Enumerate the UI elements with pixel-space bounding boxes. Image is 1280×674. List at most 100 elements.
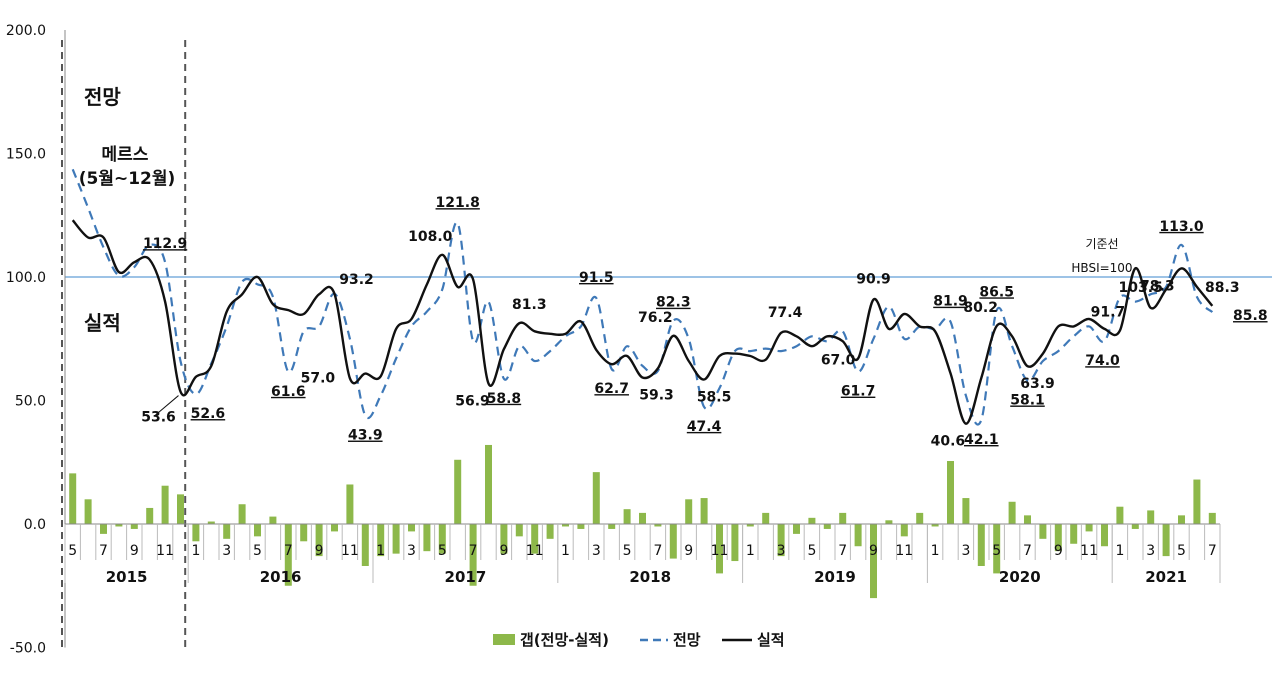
actual-data-label: 67.0	[821, 353, 856, 369]
year-label: 2017	[445, 568, 487, 586]
actual-data-label: 78.3	[1140, 278, 1175, 294]
gap-bar	[870, 524, 877, 599]
gap-bar	[161, 485, 169, 524]
legend-label-forecast: 전망	[673, 631, 701, 649]
gap-bar	[716, 524, 723, 574]
month-tick-label: 5	[68, 543, 77, 559]
legend-swatch-gap	[493, 634, 515, 645]
month-tick-label: 1	[191, 543, 200, 559]
month-tick-label: 1	[1115, 543, 1124, 559]
forecast-data-label: 91.5	[579, 270, 614, 286]
gap-bar	[654, 524, 662, 527]
month-tick-label: 3	[777, 543, 786, 559]
gap-bar	[993, 524, 1001, 574]
forecast-data-label: 81.9	[933, 294, 968, 310]
forecast-data-label: 43.9	[348, 428, 383, 444]
actual-data-label: 53.6	[141, 410, 176, 426]
month-tick-label: 11	[341, 543, 359, 559]
month-tick-label: 1	[561, 543, 570, 559]
mers-annotation-line2: (5월~12월)	[79, 169, 176, 189]
gap-bar	[577, 524, 585, 529]
gap-bar	[1008, 501, 1016, 524]
gap-bar	[192, 524, 200, 542]
month-tick-label: 5	[253, 543, 262, 559]
gap-bar	[746, 524, 754, 527]
gap-bar	[885, 520, 893, 524]
actual-data-label: 58.5	[697, 390, 732, 406]
year-label: 2019	[814, 568, 856, 586]
gap-bar	[962, 498, 970, 524]
gap-bar	[639, 512, 646, 524]
month-tick-label: 11	[711, 543, 729, 559]
month-tick-label: 9	[130, 543, 139, 559]
gap-bar	[793, 524, 800, 534]
gap-bar	[947, 461, 954, 524]
gap-bar	[1193, 479, 1201, 524]
baseline-label-line2: HBSI=100	[1071, 261, 1132, 275]
month-tick-label: 7	[469, 543, 478, 559]
gap-bar	[562, 524, 569, 527]
y-tick-label: 150.0	[6, 147, 46, 163]
actual-data-label: 108.0	[408, 229, 453, 245]
forecast-data-label: 61.6	[271, 384, 306, 400]
gap-bar	[1054, 524, 1062, 552]
gap-bar	[1162, 524, 1170, 557]
y-tick-label: 50.0	[15, 394, 46, 410]
actual-data-label: 63.9	[1020, 376, 1055, 392]
mers-annotation-line1: 메르스	[102, 145, 149, 165]
gap-bar	[361, 524, 369, 566]
gap-bar	[115, 524, 123, 527]
baseline-label-line1: 기준선	[1085, 237, 1118, 251]
gap-bar	[69, 473, 77, 524]
month-tick-label: 7	[838, 543, 847, 559]
month-tick-label: 3	[961, 543, 970, 559]
gap-bar	[284, 524, 292, 586]
year-label: 2021	[1145, 568, 1187, 586]
year-label: 2020	[999, 568, 1041, 586]
gap-bar	[931, 524, 939, 527]
gap-bar	[377, 524, 385, 557]
month-tick-label: 5	[807, 543, 816, 559]
gap-bar	[469, 524, 477, 586]
month-tick-label: 11	[156, 543, 174, 559]
gap-bar	[130, 524, 138, 529]
forecast-data-label: 58.1	[1010, 392, 1045, 408]
forecast-data-label: 74.0	[1085, 353, 1120, 369]
gap-bar	[331, 524, 338, 532]
forecast-data-label: 47.4	[687, 419, 722, 435]
legend: 갭(전망-실적) 전망 실적	[493, 631, 785, 649]
forecast-data-label: 113.0	[1159, 219, 1204, 235]
month-tick-label: 1	[746, 543, 755, 559]
forecast-data-label: 86.5	[979, 284, 1014, 300]
gap-bars	[69, 444, 1216, 599]
month-tick-label: 1	[931, 543, 940, 559]
y-tick-label: 200.0	[6, 23, 46, 39]
gap-bar	[177, 494, 184, 524]
gap-bar	[1101, 524, 1108, 547]
month-tick-label: 5	[992, 543, 1001, 559]
gap-bar	[808, 517, 816, 524]
gap-bar	[485, 444, 492, 524]
forecast-data-label: 82.3	[656, 295, 691, 311]
month-tick-label: 1	[376, 543, 385, 559]
gap-bar	[1147, 510, 1155, 524]
forecast-data-label: 61.7	[841, 384, 876, 400]
gap-bar	[623, 509, 631, 524]
gap-bar	[1178, 515, 1185, 524]
actual-data-label: 40.6	[931, 434, 966, 450]
actual-data-label: 90.9	[856, 271, 891, 287]
actual-data-label: 103.5	[1119, 280, 1163, 296]
gap-bar	[685, 499, 693, 524]
gap-bar	[762, 512, 770, 524]
month-tick-label: 7	[1023, 543, 1032, 559]
gap-bar	[977, 524, 985, 566]
legend-label-gap: 갭(전망-실적)	[520, 631, 609, 649]
gap-bar	[1131, 524, 1139, 529]
gap-bar	[1116, 506, 1124, 524]
gap-bar	[546, 524, 554, 539]
month-tick-label: 5	[623, 543, 632, 559]
month-tick-label: 5	[1177, 543, 1186, 559]
month-tick-label: 7	[99, 543, 108, 559]
gap-bar	[392, 524, 400, 554]
gap-bar	[731, 524, 739, 562]
